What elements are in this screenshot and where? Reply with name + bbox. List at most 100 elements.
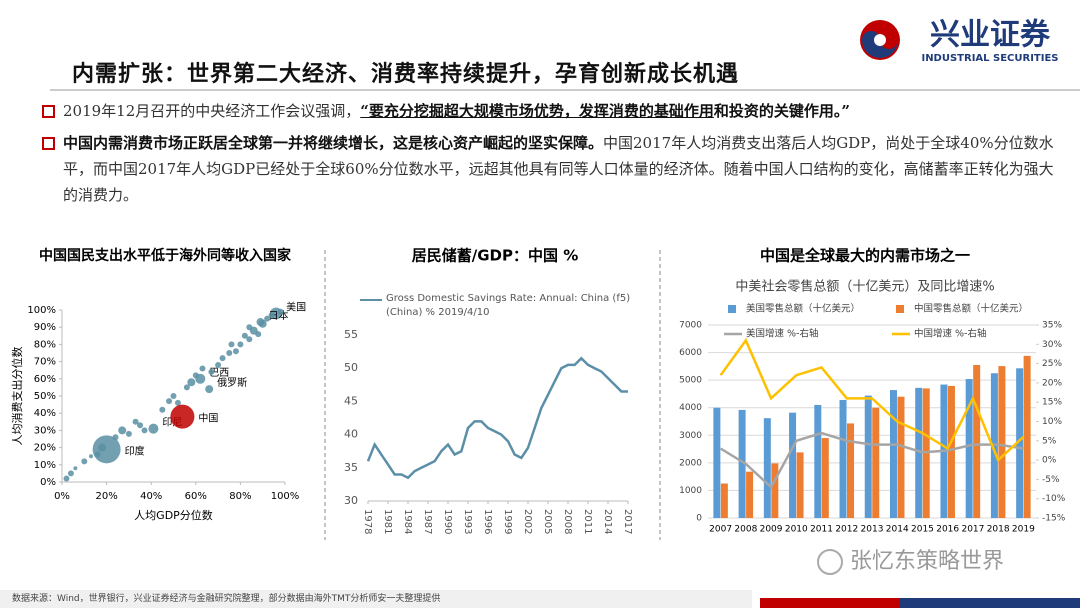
bullet-text: 和投资的关键作用。”: [713, 102, 851, 120]
footer-strip: [900, 598, 1080, 608]
bar: [847, 423, 855, 518]
point: [187, 378, 196, 387]
legend: Gross Domestic Savings Rate: Annual: Chi…: [386, 293, 631, 318]
y-tick-label: 4000: [679, 403, 702, 413]
x-tick-label: 2009: [760, 525, 783, 535]
y-tick-label: 40%: [34, 408, 56, 419]
point-label: 巴西: [209, 367, 229, 379]
point: [228, 341, 235, 348]
point: [98, 443, 107, 452]
y-tick-label: 100%: [27, 305, 56, 316]
point: [258, 319, 267, 328]
y2-tick-label: -5%: [1042, 475, 1060, 485]
x-tick-label: 2013: [861, 525, 884, 535]
y-tick-label: 0: [696, 514, 702, 524]
bar: [746, 471, 754, 518]
x-tick-label: 1999: [502, 509, 513, 534]
x-tick-label: 2007: [709, 525, 732, 535]
x-tick-label: 2019: [1012, 525, 1035, 535]
point-label: 美国: [286, 300, 306, 313]
point: [246, 324, 253, 331]
bullet-text: 中国内需消费市场正跃居全球第一并将继续增长，这是核心资产崛起的坚实保障。: [63, 134, 604, 152]
bar: [771, 463, 779, 518]
x-tick-label: 40%: [140, 491, 162, 502]
bullet-marker: [42, 137, 55, 150]
bar: [965, 379, 973, 518]
x-tick-label: 2005: [542, 509, 553, 534]
x-tick-label: 2014: [602, 509, 613, 534]
point: [112, 434, 119, 441]
legend-label: 中国零售总额（十亿美元）: [914, 303, 1028, 315]
x-tick-label: 1981: [382, 509, 393, 534]
y-tick-label: 90%: [34, 322, 56, 333]
chart-title: 中国国民支出水平低于海外同等收入国家: [39, 247, 292, 264]
point: [125, 430, 132, 437]
y-tick-label: 1000: [679, 486, 702, 496]
bullet-marker: [42, 105, 55, 118]
bullet: 中国内需消费市场正跃居全球第一并将继续增长，这是核心资产崛起的坚实保障。中国20…: [63, 130, 1063, 208]
x-tick-label: 1990: [442, 509, 453, 534]
bullet: 2019年12月召开的中央经济工作会议强调，“要充分挖掘超大规模市场优势，发挥消…: [63, 98, 1063, 124]
point: [237, 341, 244, 348]
y-tick-label: 7000: [679, 321, 702, 331]
point: [246, 336, 253, 343]
y-tick-label: 80%: [34, 339, 56, 350]
x-tick-label: 2015: [911, 525, 934, 535]
x-tick-label: 1993: [462, 509, 473, 534]
point: [208, 368, 215, 375]
point: [199, 365, 206, 372]
point: [137, 422, 144, 429]
bar: [998, 366, 1006, 518]
y2-tick-label: 10%: [1042, 417, 1062, 427]
y2-tick-label: 0%: [1042, 456, 1057, 466]
x-tick-label: 2011: [810, 525, 833, 535]
x-tick-label: 20%: [95, 491, 117, 502]
x-tick-label: 2017: [622, 509, 633, 534]
footer: 数据来源：Wind，世界银行，兴业证券经济与金融研究院整理，部分数据由海外TMT…: [0, 590, 752, 608]
y-tick-label: 6000: [679, 348, 702, 358]
point: [94, 451, 101, 458]
x-tick-label: 1987: [422, 509, 433, 534]
x-tick-label: 2010: [785, 525, 808, 535]
x-axis-label: 人均GDP分位数: [134, 508, 213, 522]
bar: [973, 364, 981, 518]
x-tick-label: 2016: [936, 525, 959, 535]
point: [277, 308, 284, 315]
bar: [1016, 368, 1024, 518]
point: [148, 423, 159, 434]
point: [255, 331, 262, 338]
y-tick-label: 30%: [34, 425, 56, 436]
point: [215, 362, 222, 369]
x-tick-label: 2018: [987, 525, 1010, 535]
y-tick-label: 70%: [34, 357, 56, 368]
slide-title: 内需扩张：世界第二大经济、消费率持续提升，孕育创新成长机遇: [72, 61, 740, 87]
chart-subtitle: 中美社会零售总额（十亿美元）及同比增速%: [735, 279, 994, 295]
y-tick-label: 0%: [40, 477, 56, 488]
bar: [720, 483, 728, 518]
point: [166, 398, 173, 405]
bar: [1023, 355, 1031, 518]
bullet-text: 2019年12月召开的中央经济工作会议强调，: [63, 102, 361, 120]
x-tick-label: 2008: [734, 525, 757, 535]
legend-label: Gross Domestic Savings Rate: Annual: Chi…: [386, 293, 631, 318]
y-tick-label: 50%: [34, 391, 56, 402]
point: [268, 312, 275, 319]
point: [81, 458, 88, 465]
bar: [897, 396, 905, 518]
x-tick-label: 1996: [482, 509, 493, 534]
bar: [738, 409, 746, 518]
y2-tick-label: 35%: [1042, 321, 1062, 331]
y2-tick-label: 5%: [1042, 436, 1057, 446]
x-tick-label: 60%: [185, 491, 207, 502]
y-tick-label: 60%: [34, 374, 56, 385]
legend-label: 中国增速 %-右轴: [914, 328, 986, 340]
point: [174, 399, 181, 406]
x-tick-label: 2014: [886, 525, 909, 535]
watermark: 张忆东策略世界: [850, 549, 1004, 574]
x-tick-label: 100%: [271, 491, 300, 502]
y-tick-label: 20%: [34, 443, 56, 454]
point: [241, 332, 248, 339]
y-tick-label: 10%: [34, 460, 56, 471]
bar: [915, 387, 923, 518]
y2-tick-label: -10%: [1042, 494, 1066, 504]
